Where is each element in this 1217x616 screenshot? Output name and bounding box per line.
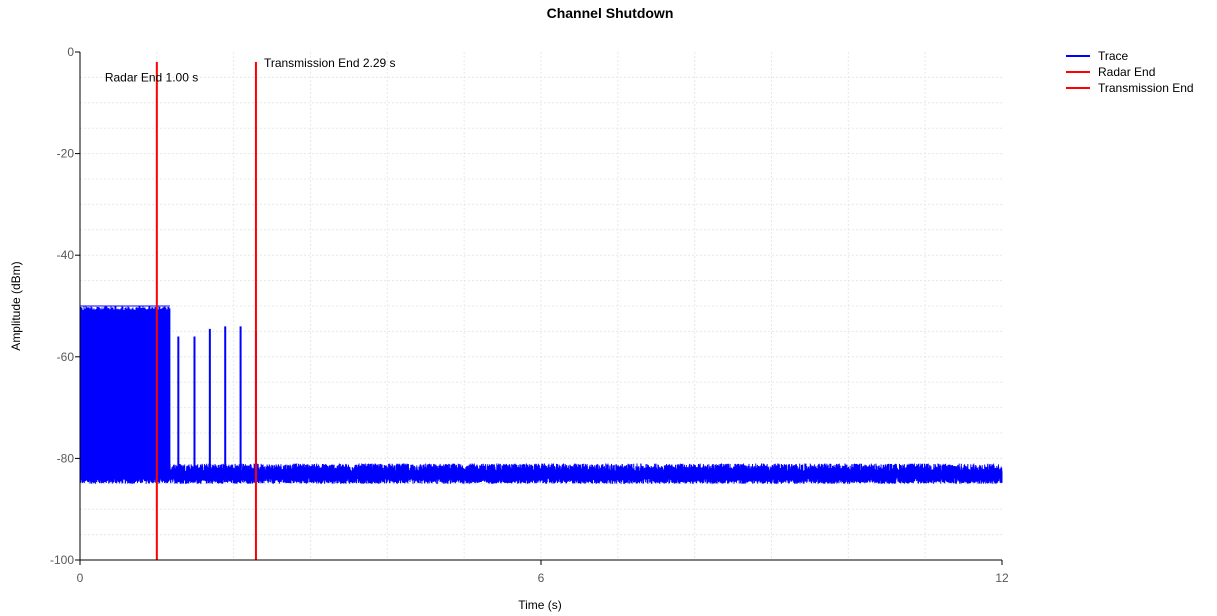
x-tick-label: 12 [995,571,1009,585]
marker-lines [155,62,257,560]
y-tick-label: -100 [50,553,74,567]
y-tick-label: -20 [57,147,75,161]
annotations: Radar End 1.00 s Transmission End 2.29 s [105,56,396,84]
legend-entry: Radar End [1098,65,1155,79]
legend: Trace Radar End Transmission End [1066,49,1194,95]
annotation-label: Transmission End 2.29 s [264,56,396,70]
x-tick-label: 0 [77,571,84,585]
tick-labels: -100 -80 -60 -40 -20 0 0 6 12 [50,45,1009,585]
grid [80,52,1002,560]
y-tick-label: -80 [57,451,75,465]
trace-series [79,305,1003,484]
y-tick-label: 0 [67,45,74,59]
legend-entry: Trace [1098,49,1129,63]
y-tick-label: -60 [57,350,75,364]
trace-noise-line [79,463,1003,484]
y-tick-label: -40 [57,248,75,262]
y-axis-label: Amplitude (dBm) [9,261,23,350]
x-tick-label: 6 [538,571,545,585]
chart-title: Channel Shutdown [547,5,674,21]
x-axis-label: Time (s) [518,598,562,612]
legend-entry: Transmission End [1098,81,1194,95]
annotation-label: Radar End 1.00 s [105,70,198,84]
